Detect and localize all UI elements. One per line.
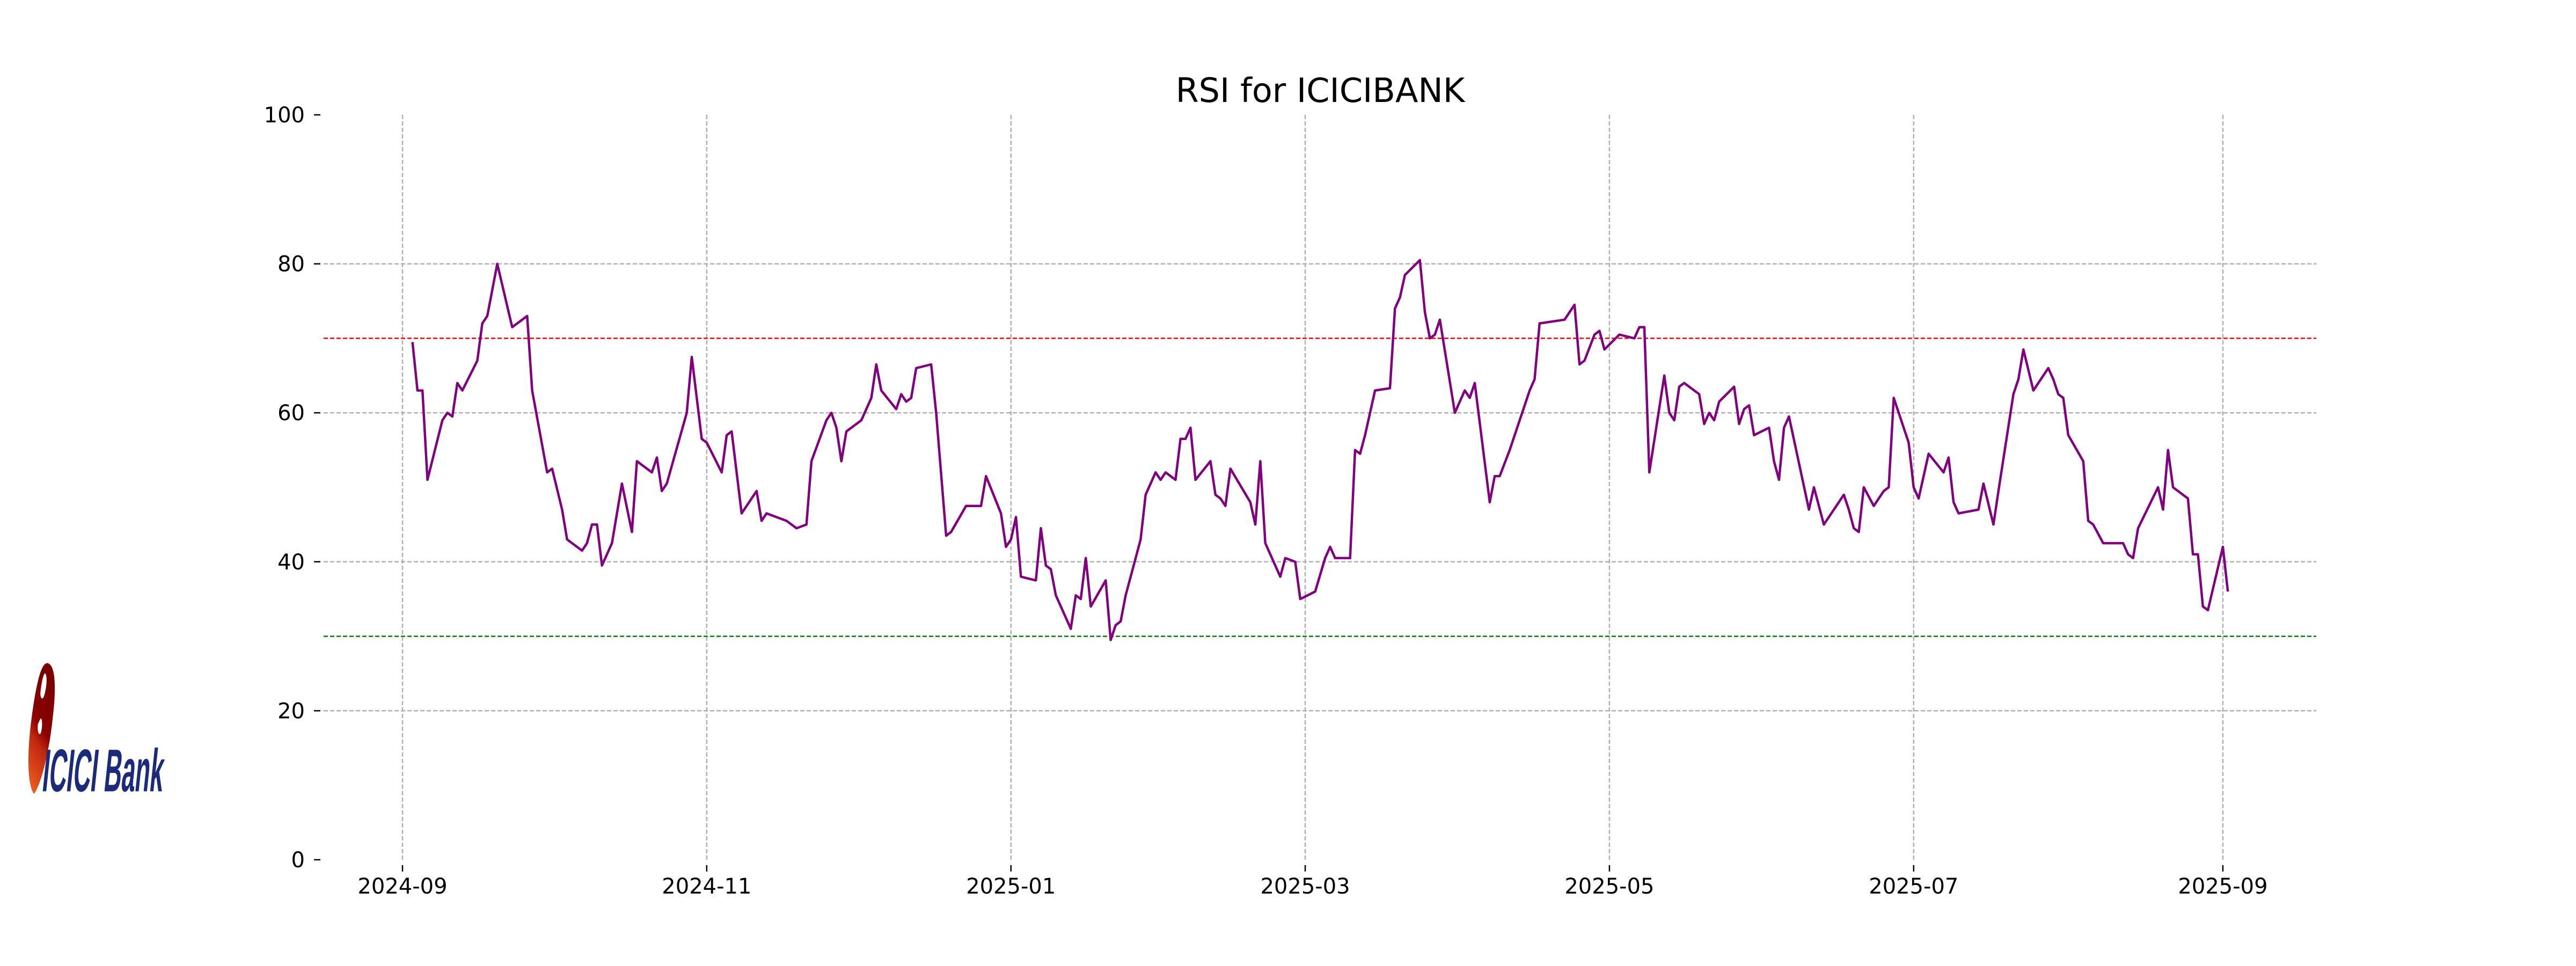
series: [411, 259, 2229, 641]
y-tick-label: 20: [277, 699, 305, 723]
x-tick-label: 2025-01: [966, 874, 1056, 899]
y-tick-label: 40: [277, 550, 305, 575]
x-tick-label: 2025-05: [1564, 874, 1654, 899]
y-tick-label: 80: [277, 252, 305, 277]
y-axis: 0 20 40 60 80 100: [264, 103, 320, 873]
svg-text:ICICI Bank: ICICI Bank: [40, 737, 167, 804]
y-tick-label: 60: [277, 401, 305, 426]
grid: [324, 115, 2316, 860]
x-tick-label: 2025-03: [1260, 874, 1350, 899]
x-tick-label: 2025-07: [1869, 874, 1958, 899]
x-axis: 2024-09 2024-11 2025-01 2025-03 2025-05 2025-…: [357, 865, 2268, 899]
rsi-line: [411, 259, 2229, 641]
reference-lines: [324, 338, 2316, 637]
icici-bank-logo: ICICI Bank: [28, 663, 167, 804]
y-tick-label: 100: [264, 103, 305, 128]
x-tick-label: 2024-11: [662, 874, 751, 899]
x-tick-label: 2024-09: [357, 874, 447, 899]
chart-title: RSI for ICICIBANK: [1176, 71, 1466, 110]
x-tick-label: 2025-09: [2178, 874, 2267, 899]
y-tick-label: 0: [291, 848, 305, 873]
